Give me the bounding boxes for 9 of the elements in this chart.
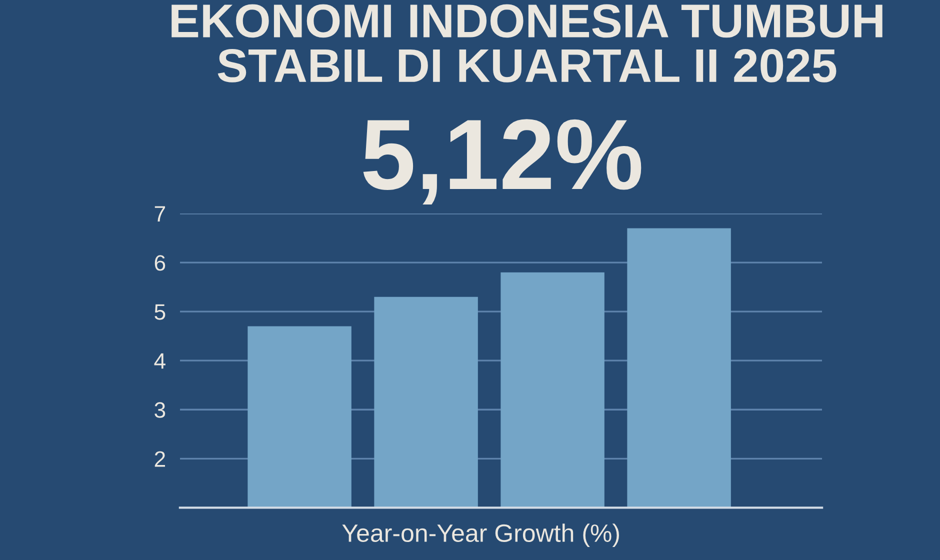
y-tick-label: 5 (154, 304, 166, 320)
y-tick-label: 2 (154, 451, 165, 467)
y-tick-label: 3 (154, 402, 166, 418)
x-axis-title: Year-on-Year Growth (%) (342, 524, 619, 547)
y-tick-label: 6 (154, 255, 166, 271)
chart-subtitle: 5,12% (363, 119, 642, 204)
y-tick-label: 7 (154, 206, 165, 222)
y-tick-label: 4 (154, 353, 166, 369)
chart-title: EKONOMI INDONESIA TUMBUH STABIL DI KUARTAL II 2025 (172, 4, 882, 82)
